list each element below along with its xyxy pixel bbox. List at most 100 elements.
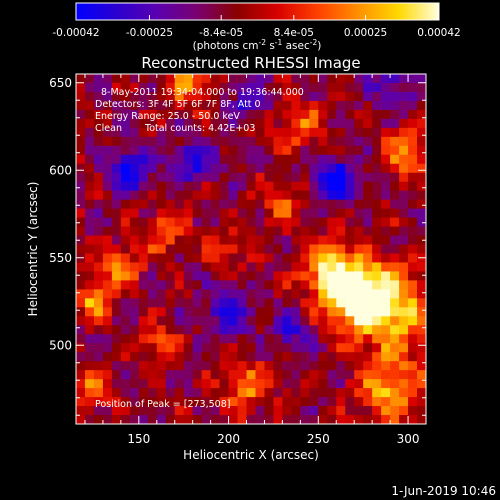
heatmap-cell: [111, 190, 122, 201]
heatmap-cell: [84, 172, 95, 183]
heatmap-cell: [120, 388, 131, 398]
heatmap-cell: [147, 325, 158, 335]
heatmap-cell: [309, 352, 319, 362]
heatmap-cell: [102, 406, 113, 416]
heatmap-cell: [192, 100, 203, 111]
heatmap-cell: [354, 74, 364, 84]
heatmap-cell: [102, 217, 113, 228]
heatmap-cell: [228, 190, 239, 201]
heatmap-cell: [165, 415, 176, 424]
heatmap-cell: [336, 199, 346, 210]
heatmap-cell: [291, 379, 301, 389]
heatmap-cell: [408, 118, 418, 129]
heatmap-cell: [111, 316, 122, 326]
heatmap-cell: [129, 154, 140, 165]
heatmap-cell: [147, 361, 158, 371]
heatmap-cell: [354, 406, 364, 416]
heatmap-cell: [192, 226, 203, 237]
heatmap-cell: [219, 154, 230, 165]
heatmap-cell: [327, 415, 337, 424]
heatmap-cell: [192, 181, 203, 192]
heatmap-cell: [183, 307, 194, 317]
heatmap-cell: [291, 190, 301, 201]
heatmap-cell: [111, 118, 122, 129]
heatmap-cell: [165, 235, 176, 246]
heatmap-cell: [399, 370, 409, 380]
heatmap-cell: [291, 388, 301, 398]
heatmap-cell: [228, 406, 239, 416]
heatmap-cell: [408, 163, 418, 174]
heatmap-cell: [390, 118, 400, 129]
heatmap-cell: [165, 208, 176, 219]
heatmap-cell: [372, 298, 382, 308]
heatmap-cell: [354, 289, 364, 299]
heatmap-cell: [120, 379, 131, 389]
heatmap-cell: [147, 199, 158, 210]
heatmap-cell: [246, 262, 257, 273]
heatmap-cell: [273, 289, 284, 299]
y-tick-label: 650: [49, 76, 72, 90]
heatmap-cell: [309, 307, 319, 317]
heatmap-cell: [228, 118, 239, 129]
heatmap-cell: [255, 298, 266, 308]
heatmap-cell: [201, 208, 212, 219]
heatmap-cell: [84, 325, 95, 335]
y-axis-label: Heliocentric Y (arcsec): [26, 182, 40, 317]
x-axis: 150 200 250 300: [84, 74, 427, 446]
heatmap-cell: [363, 190, 373, 201]
heatmap-cell: [372, 271, 382, 282]
heatmap-cell: [237, 154, 248, 165]
heatmap-cell: [327, 334, 337, 344]
heatmap-cell: [210, 361, 221, 371]
heatmap-cell: [336, 217, 346, 228]
heatmap-cell: [84, 235, 95, 246]
heatmap-cell: [318, 361, 328, 371]
heatmap-cell: [264, 289, 275, 299]
heatmap-cell: [408, 235, 418, 246]
heatmap-cell: [129, 343, 140, 353]
heatmap-cell: [399, 379, 409, 389]
heatmap-cell: [300, 361, 310, 371]
heatmap-cell: [300, 74, 310, 84]
colorbar: -0.00042 -0.00025 -8.4e-05 8.4e-05 0.00025 0.…: [52, 2, 461, 52]
heatmap-cell: [336, 100, 346, 111]
heatmap-cell: [390, 199, 400, 210]
heatmap-cell: [417, 298, 426, 308]
heatmap-cell: [192, 118, 203, 129]
heatmap-cell: [147, 370, 158, 380]
heatmap-cell: [399, 226, 409, 237]
heatmap-cell: [76, 325, 86, 335]
heatmap-cell: [219, 352, 230, 362]
heatmap-cell: [76, 415, 86, 424]
heatmap-cell: [309, 145, 319, 156]
heatmap-cell: [372, 361, 382, 371]
heatmap-cell: [174, 91, 185, 102]
heatmap-cell: [237, 307, 248, 317]
heatmap-cell: [102, 163, 113, 174]
heatmap-cell: [201, 271, 212, 282]
heatmap-cell: [228, 415, 239, 424]
heatmap-cell: [84, 190, 95, 201]
heatmap-cell: [201, 361, 212, 371]
heatmap-cell: [228, 325, 239, 335]
heatmap-cell: [408, 154, 418, 165]
heatmap-cell: [138, 244, 149, 255]
heatmap-cell: [327, 361, 337, 371]
heatmap-cell: [327, 388, 337, 398]
heatmap-cell: [102, 154, 113, 165]
heatmap-cell: [174, 235, 185, 246]
heatmap-cell: [354, 172, 364, 183]
heatmap-cell: [390, 280, 400, 290]
heatmap-cell: [255, 334, 266, 344]
heatmap-cell: [129, 388, 140, 398]
heatmap-cell: [264, 397, 275, 407]
heatmap-cell: [237, 262, 248, 273]
heatmap-cell: [255, 172, 266, 183]
heatmap-cell: [264, 154, 275, 165]
x-tick-label: 200: [217, 432, 240, 446]
heatmap-cell: [300, 280, 310, 290]
heatmap-cell: [336, 325, 346, 335]
heatmap-cell: [111, 406, 122, 416]
heatmap-cell: [327, 100, 337, 111]
